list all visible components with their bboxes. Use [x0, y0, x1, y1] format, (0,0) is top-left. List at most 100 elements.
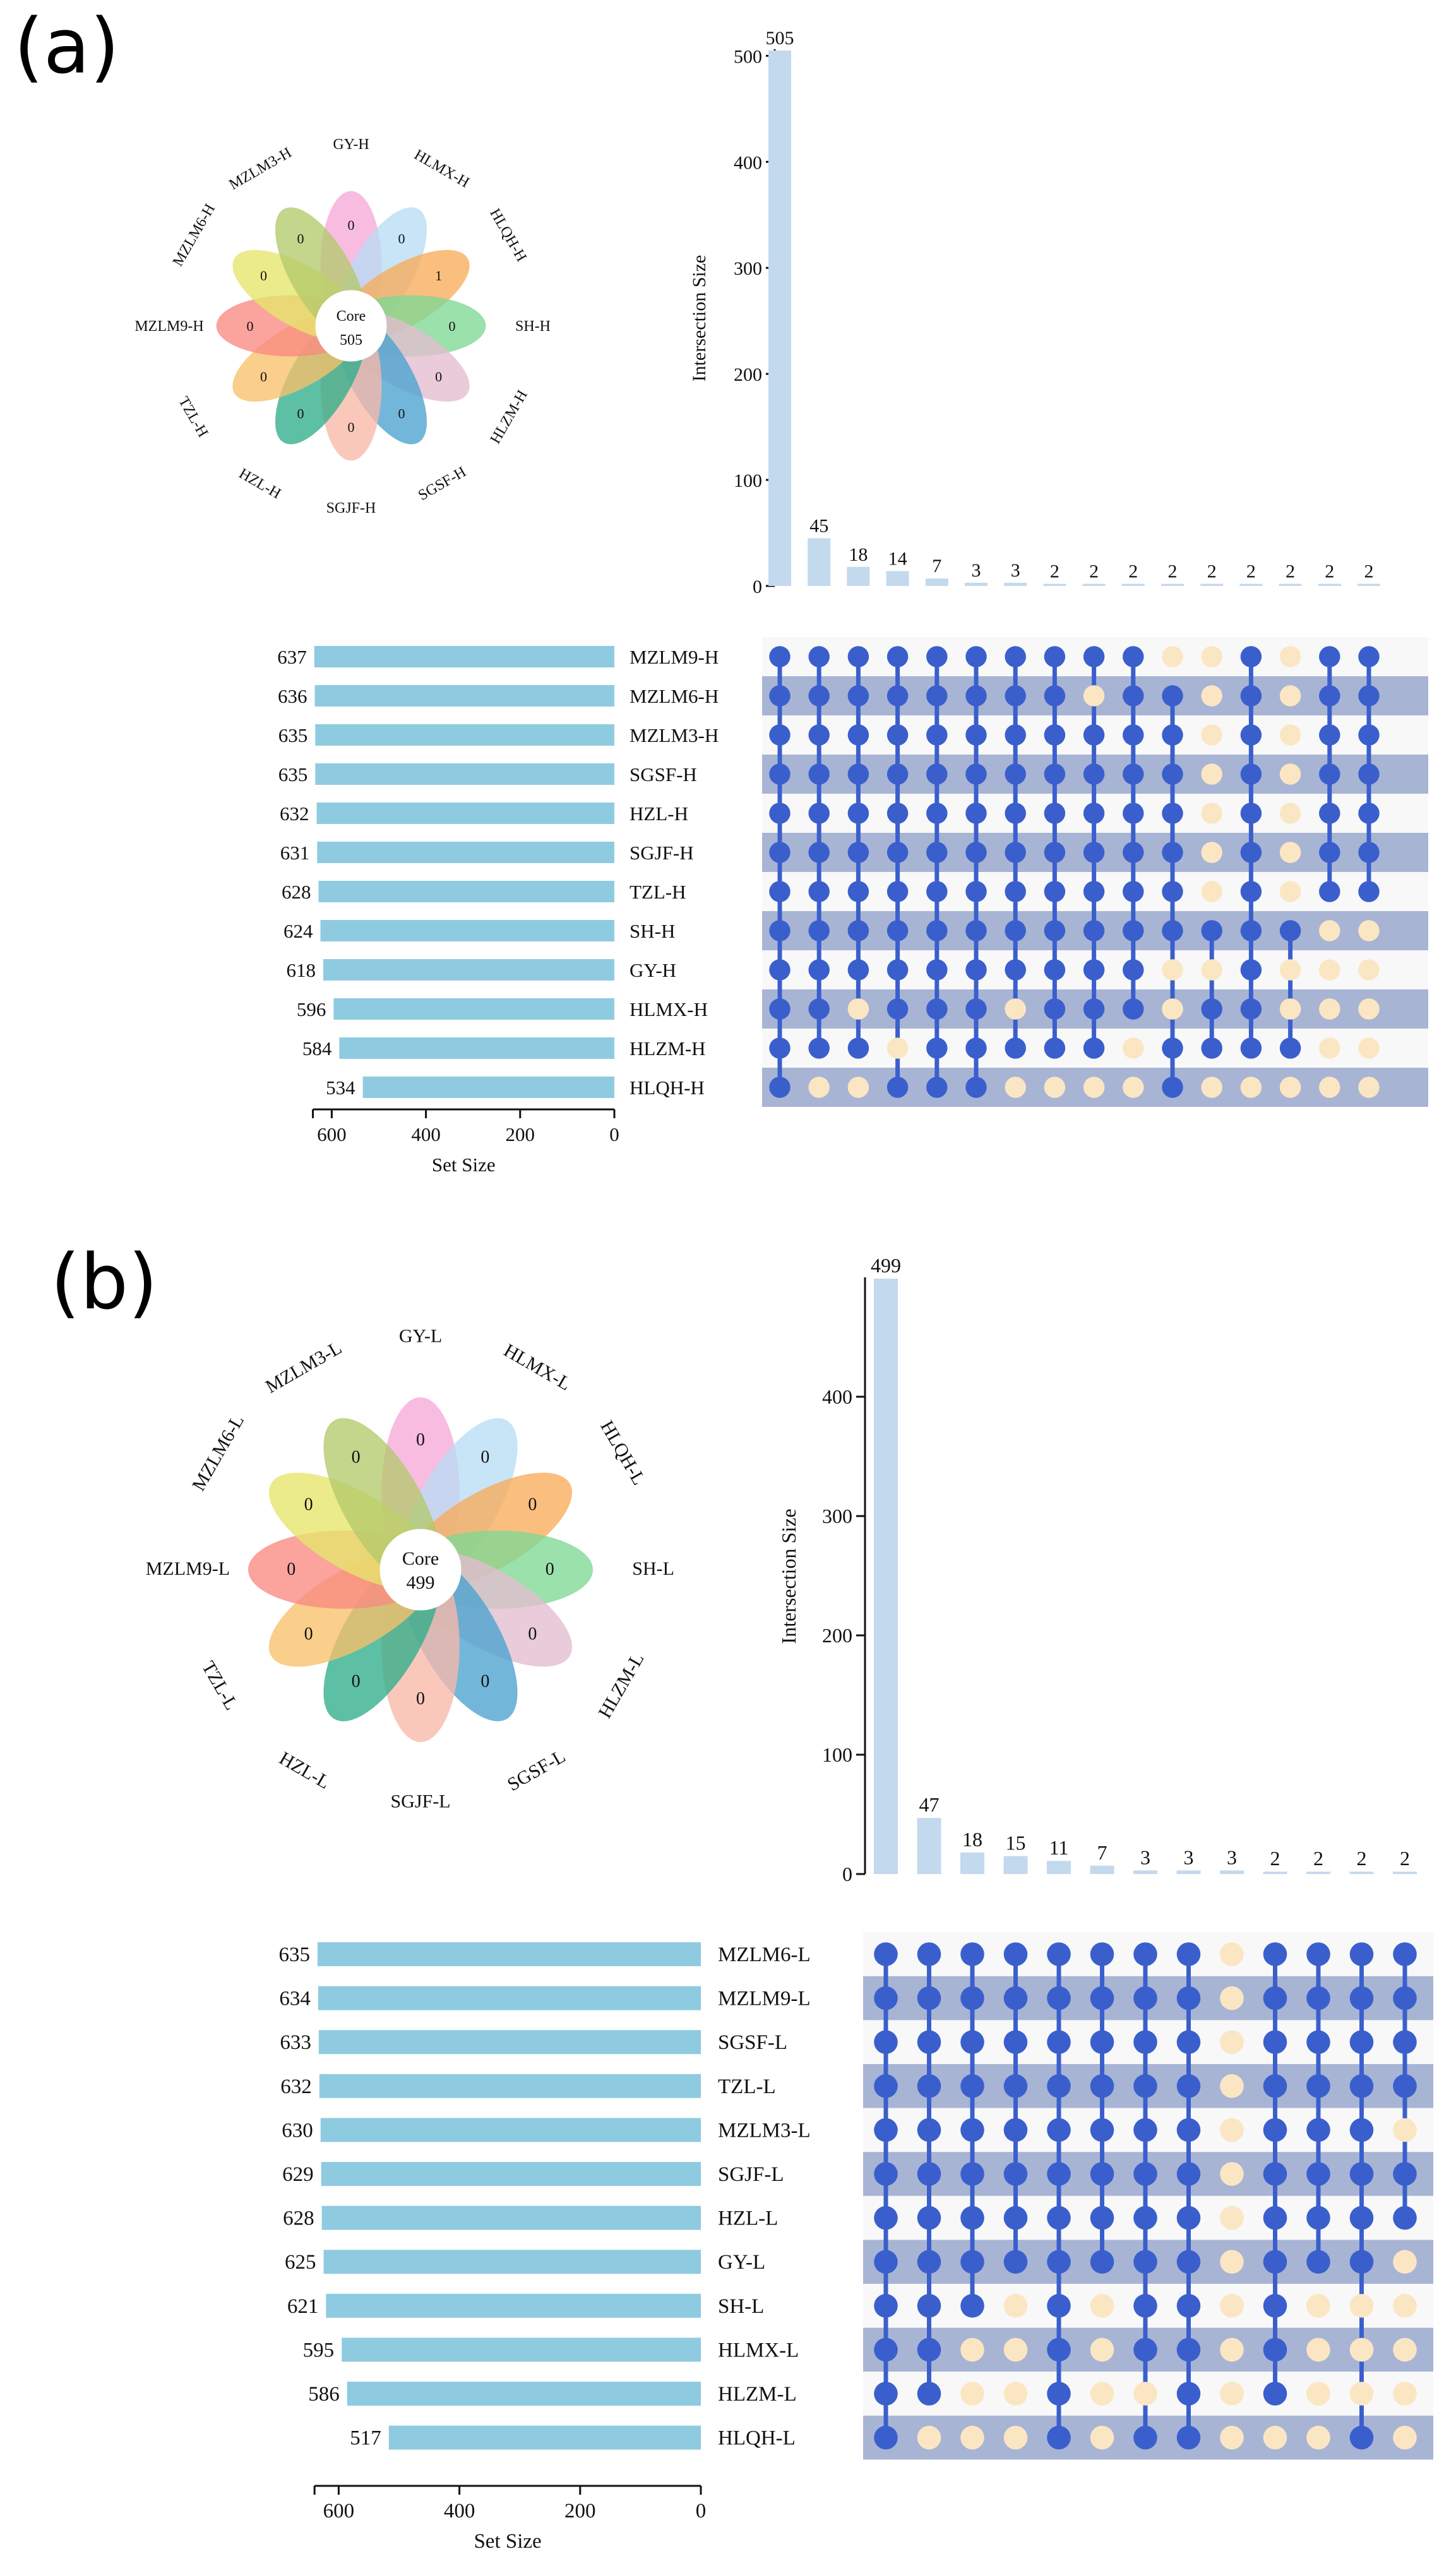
matrix-dot-empty — [1005, 1077, 1026, 1098]
matrix-dot-filled — [1279, 920, 1301, 941]
set-size-label: 517 — [350, 2427, 381, 2450]
set-size-label: 635 — [278, 724, 308, 746]
x-tick-label: 400 — [444, 2500, 475, 2522]
petal-value: 0 — [260, 369, 267, 385]
matrix-dot-filled — [926, 685, 948, 707]
matrix-dot-filled — [808, 803, 830, 824]
matrix-dot-filled — [1349, 2206, 1374, 2230]
matrix-dot-filled — [917, 2250, 941, 2274]
petal-set-label: SH-L — [632, 1558, 674, 1579]
matrix-dot-empty — [1279, 1077, 1301, 1098]
matrix-dot-filled — [1240, 685, 1262, 707]
matrix-dot-empty — [1393, 2337, 1417, 2362]
matrix-dot-filled — [1240, 842, 1262, 863]
set-size-label: 618 — [286, 959, 316, 981]
intersection-bar-label: 7 — [1097, 1841, 1107, 1864]
y-tick-label: 100 — [734, 470, 762, 491]
intersection-bar-label: 2 — [1286, 561, 1295, 582]
matrix-dot-empty — [1306, 2382, 1330, 2406]
matrix-dot-filled — [1393, 2030, 1417, 2054]
set-name-label: TZL-L — [718, 2075, 776, 2098]
matrix-dot-filled — [965, 685, 987, 707]
matrix-dot-filled — [1044, 763, 1066, 785]
matrix-dot-empty — [1201, 842, 1222, 863]
matrix-dot-filled — [886, 920, 909, 941]
matrix-dot-filled — [769, 646, 791, 667]
set-size-chart: 637 MZLM9-H 636 MZLM6-H 635 MZLM3-H 635 SGSF-H 6… — [277, 646, 719, 1176]
matrix-dot-filled — [1005, 1037, 1026, 1059]
petal-value: 0 — [480, 1671, 489, 1691]
matrix-dot-filled — [1162, 1077, 1183, 1098]
matrix-dot-filled — [1176, 2162, 1201, 2186]
matrix-dot-filled — [1162, 803, 1183, 824]
matrix-dot-filled — [1005, 763, 1026, 785]
intersection-bar-label: 18 — [962, 1828, 982, 1851]
matrix-dot-filled — [847, 724, 869, 746]
set-size-bar — [320, 920, 614, 941]
set-name-label: HLMX-L — [718, 2339, 799, 2361]
set-size-label: 624 — [283, 920, 313, 942]
intersection-bar — [1133, 1870, 1157, 1874]
y-tick-label: 0 — [753, 576, 762, 597]
petal-value: 0 — [398, 230, 405, 246]
matrix-dot-filled — [1263, 2030, 1287, 2054]
matrix-dot-empty — [917, 2425, 941, 2450]
petal-value: 0 — [304, 1624, 313, 1644]
petal-set-label: SGJF-L — [390, 1791, 450, 1812]
matrix-dot-filled — [1201, 1037, 1222, 1059]
y-tick-label: 400 — [822, 1385, 852, 1408]
matrix-dot-filled — [926, 724, 948, 746]
core-label: Core — [337, 308, 366, 325]
x-tick-label: 600 — [317, 1123, 347, 1145]
matrix-dot-filled — [1047, 2118, 1071, 2142]
intersection-bar — [1306, 1871, 1330, 1874]
set-size-bar — [318, 2030, 701, 2055]
intersection-bar-label: 18 — [849, 544, 868, 565]
matrix-dot-filled — [1263, 2206, 1287, 2230]
matrix-dot-empty — [1349, 2382, 1374, 2406]
matrix-dot-filled — [1090, 1986, 1114, 2010]
matrix-dot-filled — [808, 724, 830, 746]
petal-set-label: SGJF-H — [326, 500, 376, 516]
matrix-dot-filled — [1133, 2030, 1157, 2054]
matrix-dot-filled — [926, 842, 948, 863]
matrix-dot-filled — [1263, 1942, 1287, 1966]
matrix-dot-filled — [1005, 842, 1026, 863]
petal-value: 0 — [449, 318, 456, 334]
matrix-dot-filled — [1306, 2030, 1330, 2054]
matrix-dot-filled — [808, 646, 830, 667]
matrix-dot-filled — [1306, 1986, 1330, 2010]
matrix-dot-filled — [808, 763, 830, 785]
matrix-dot-filled — [1358, 724, 1380, 746]
set-name-label: MZLM6-L — [718, 1943, 811, 1966]
petal-value: 0 — [348, 217, 355, 233]
matrix-dot-empty — [1240, 1077, 1262, 1098]
matrix-dot-filled — [1044, 959, 1066, 981]
set-name-label: SGJF-H — [630, 842, 694, 864]
matrix-dot-filled — [917, 2030, 941, 2054]
x-tick-label: 0 — [696, 2500, 707, 2522]
matrix-dot-empty — [1358, 1037, 1380, 1059]
set-size-bar — [321, 2206, 701, 2230]
matrix-dot-filled — [1306, 2162, 1330, 2186]
intersection-bar-label: 2 — [1207, 561, 1217, 582]
matrix-dot-empty — [1393, 2250, 1417, 2274]
matrix-dot-filled — [847, 803, 869, 824]
matrix-dot-filled — [874, 2337, 898, 2362]
matrix-dot-empty — [1003, 2382, 1028, 2406]
petal-value: 0 — [435, 369, 442, 385]
matrix-dot-filled — [1176, 2337, 1201, 2362]
matrix-dot-empty — [1090, 2294, 1114, 2318]
matrix-dot-filled — [1133, 2162, 1157, 2186]
x-axis-label: Set Size — [432, 1154, 496, 1176]
matrix-dot-empty — [1349, 2337, 1374, 2362]
matrix-dot-filled — [1047, 2250, 1071, 2274]
intersection-bar-label: 2 — [1357, 1847, 1367, 1870]
matrix-dot-empty — [1201, 959, 1222, 981]
y-axis-label: Intersection Size — [777, 1508, 800, 1644]
set-size-label: 596 — [297, 998, 326, 1020]
set-name-label: SGSF-L — [718, 2031, 787, 2054]
matrix-dot-empty — [1220, 2118, 1244, 2142]
intersection-matrix — [863, 1932, 1433, 2460]
matrix-dot-empty — [1162, 998, 1183, 1020]
